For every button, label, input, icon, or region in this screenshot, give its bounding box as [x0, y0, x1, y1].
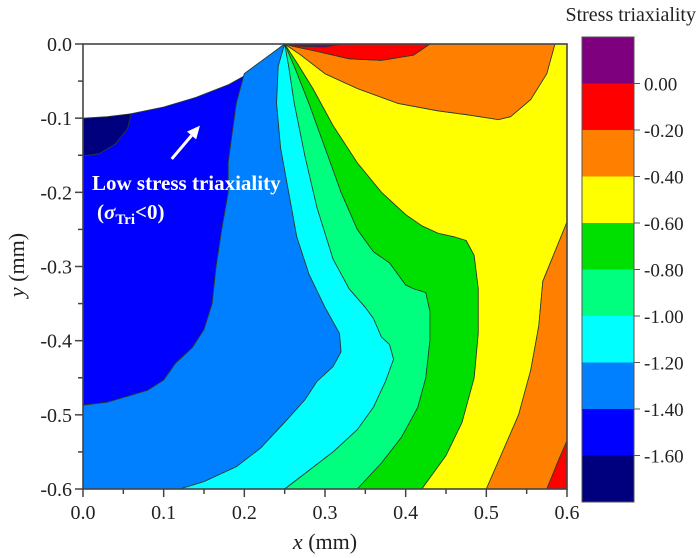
- annotation-sigma: σ: [104, 200, 116, 224]
- colorbar-swatch: [582, 130, 634, 177]
- y-tick-label: -0.3: [40, 257, 72, 279]
- annotation-condition: <0): [135, 200, 164, 224]
- annotation-paren-open: (: [97, 200, 104, 224]
- colorbar-swatch: [582, 83, 634, 131]
- colorbar-tick-label: -0.20: [644, 121, 684, 142]
- annotation-line2: (σTri<0): [97, 200, 165, 228]
- colorbar-tick-label: -1.60: [644, 447, 684, 468]
- colorbar-tick-label: -1.40: [644, 400, 684, 421]
- y-axis: 0.0 -0.1 -0.2 -0.3 -0.4 -0.5 -0.6: [40, 34, 83, 501]
- y-tick-label: 0.0: [47, 34, 72, 56]
- x-axis-title-unit: (mm): [303, 529, 357, 554]
- x-tick-label: 0.3: [313, 502, 338, 524]
- x-tick-label: 0.5: [474, 502, 499, 524]
- colorbar-swatch: [582, 455, 634, 503]
- colorbar-swatch: [582, 223, 634, 270]
- annotation-arrow-shaft: [170, 134, 193, 160]
- colorbar-tick-label: 0.00: [644, 75, 677, 96]
- colorbar-tick-label: -1.20: [644, 354, 684, 375]
- colorbar-tick-label: -0.60: [644, 214, 684, 235]
- x-axis-title: x (mm): [292, 529, 357, 554]
- y-axis-title-var: y: [4, 287, 29, 299]
- x-tick-label: 0.2: [232, 502, 257, 524]
- colorbar-tick-label: -0.40: [644, 168, 684, 189]
- colorbar-tick-label: -0.80: [644, 261, 684, 282]
- colorbar: 0.00 -0.20 -0.40 -0.60 -0.80 -1.00 -1.20 -1.40 -…: [581, 36, 684, 503]
- y-tick-label: -0.5: [40, 405, 72, 427]
- annotation-low-triaxiality: Low stress triaxiality (σTri<0): [92, 125, 281, 228]
- colorbar-title: Stress triaxiality: [565, 4, 696, 26]
- colorbar-swatch: [582, 316, 634, 363]
- y-tick-label: -0.6: [40, 479, 72, 501]
- contour-regions: [82, 43, 568, 490]
- annotation-line1: Low stress triaxiality: [92, 171, 281, 195]
- y-axis-title: y (mm): [4, 233, 29, 299]
- colorbar-swatch: [582, 176, 634, 224]
- y-tick-label: -0.1: [40, 108, 72, 130]
- x-tick-label: 0.1: [151, 502, 176, 524]
- colorbar-tick-label: -1.00: [644, 307, 684, 328]
- y-tick-label: -0.2: [40, 182, 72, 204]
- colorbar-swatch: [582, 362, 634, 410]
- annotation-subscript: Tri: [115, 212, 135, 228]
- y-axis-title-unit: (mm): [4, 233, 29, 287]
- x-axis: 0.0 0.1 0.2 0.3 0.4 0.5 0.6: [71, 489, 580, 524]
- y-tick-label: -0.4: [40, 331, 72, 353]
- colorbar-swatch: [582, 37, 634, 84]
- colorbar-swatch: [582, 409, 634, 456]
- x-tick-label: 0.0: [71, 502, 96, 524]
- x-tick-label: 0.4: [393, 502, 418, 524]
- arrow-up-icon: [186, 125, 200, 140]
- x-tick-label: 0.6: [555, 502, 580, 524]
- colorbar-swatch: [582, 269, 634, 317]
- x-axis-title-var: x: [292, 529, 303, 554]
